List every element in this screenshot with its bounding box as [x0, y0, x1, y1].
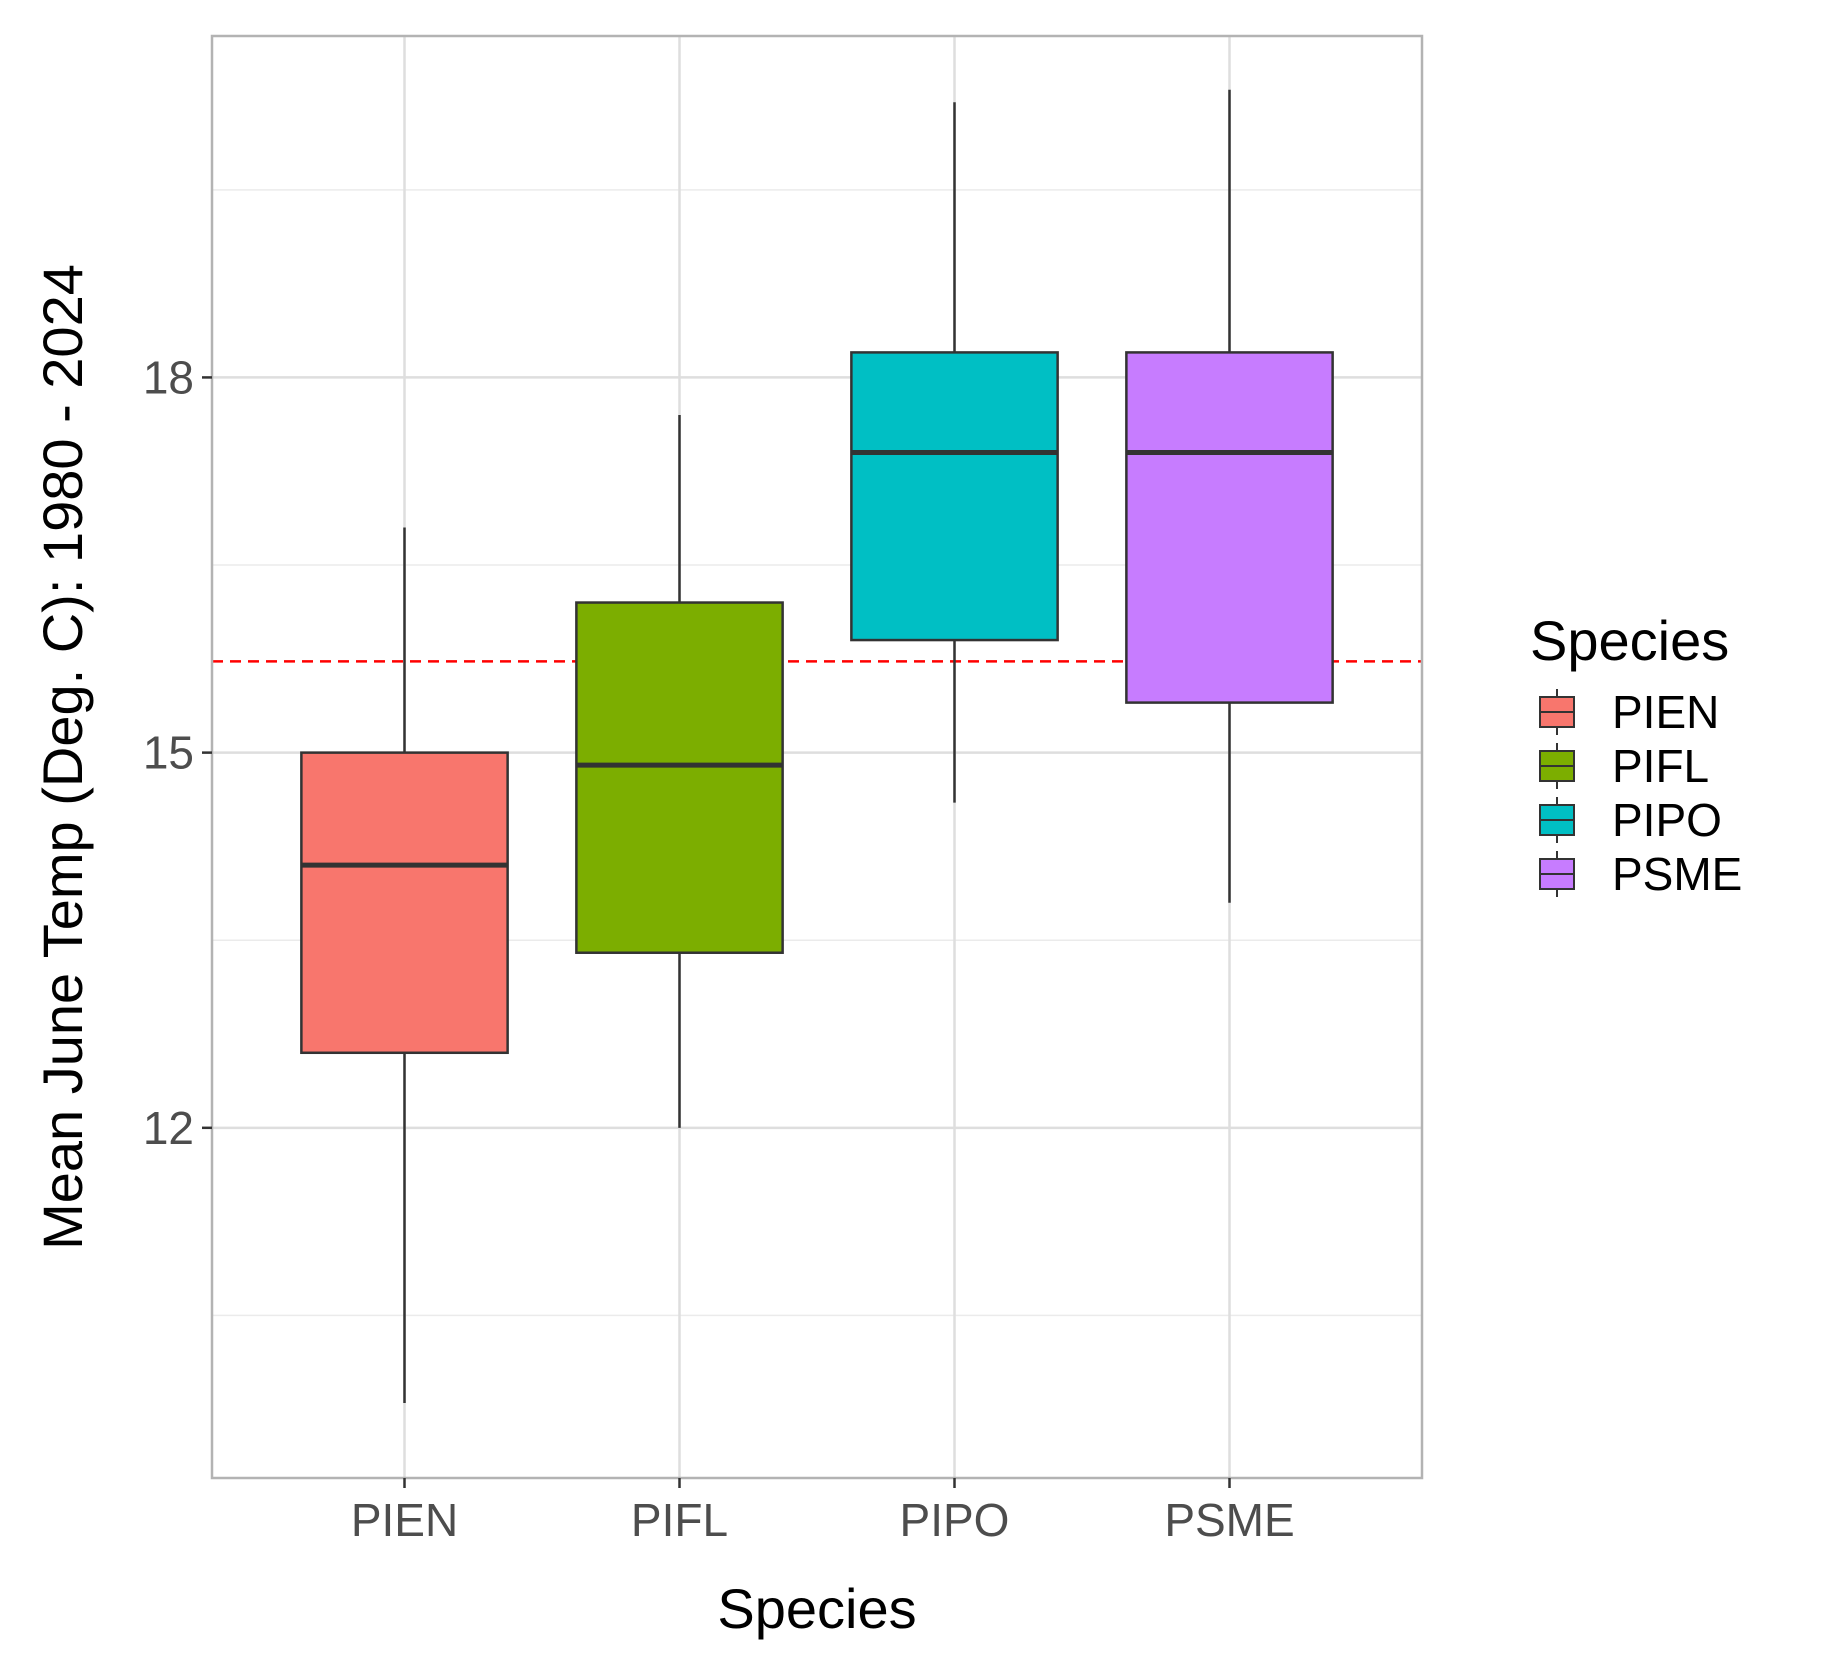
iqr-box	[575, 601, 784, 954]
x-tick-label: PIEN	[351, 1494, 458, 1546]
legend-label: PSME	[1612, 848, 1742, 900]
legend-item-pifl: PIFL	[1539, 740, 1709, 792]
y-axis-title: Mean June Temp (Deg. C): 1980 - 2024	[31, 264, 94, 1250]
iqr-box	[1125, 351, 1334, 704]
y-tick-label: 12	[143, 1102, 194, 1154]
box-pien	[300, 527, 509, 1403]
y-axis-ticks: 12 15 18	[143, 351, 212, 1154]
iqr-box	[300, 751, 509, 1055]
plot-border	[210, 34, 1424, 1480]
box-pifl	[575, 414, 784, 1128]
legend-label: PIFL	[1612, 740, 1709, 792]
iqr-box	[850, 351, 1059, 642]
legend-title: Species	[1530, 609, 1729, 672]
y-tick-label: 18	[143, 351, 194, 403]
legend-item-pipo: PIPO	[1539, 794, 1722, 846]
legend-item-psme: PSME	[1539, 848, 1742, 900]
x-tick-label: PIPO	[900, 1494, 1010, 1546]
legend-item-pien: PIEN	[1539, 686, 1719, 738]
legend-label: PIPO	[1612, 794, 1722, 846]
boxes-layer	[300, 89, 1334, 1403]
x-tick-label: PIFL	[631, 1494, 728, 1546]
x-axis-title: Species	[717, 1577, 916, 1640]
box-psme	[1125, 89, 1334, 903]
box-pipo	[850, 102, 1059, 803]
x-axis-ticks: PIEN PIFL PIPO PSME	[351, 1478, 1295, 1546]
y-tick-label: 15	[143, 727, 194, 779]
x-tick-label: PSME	[1164, 1494, 1294, 1546]
legend-label: PIEN	[1612, 686, 1719, 738]
